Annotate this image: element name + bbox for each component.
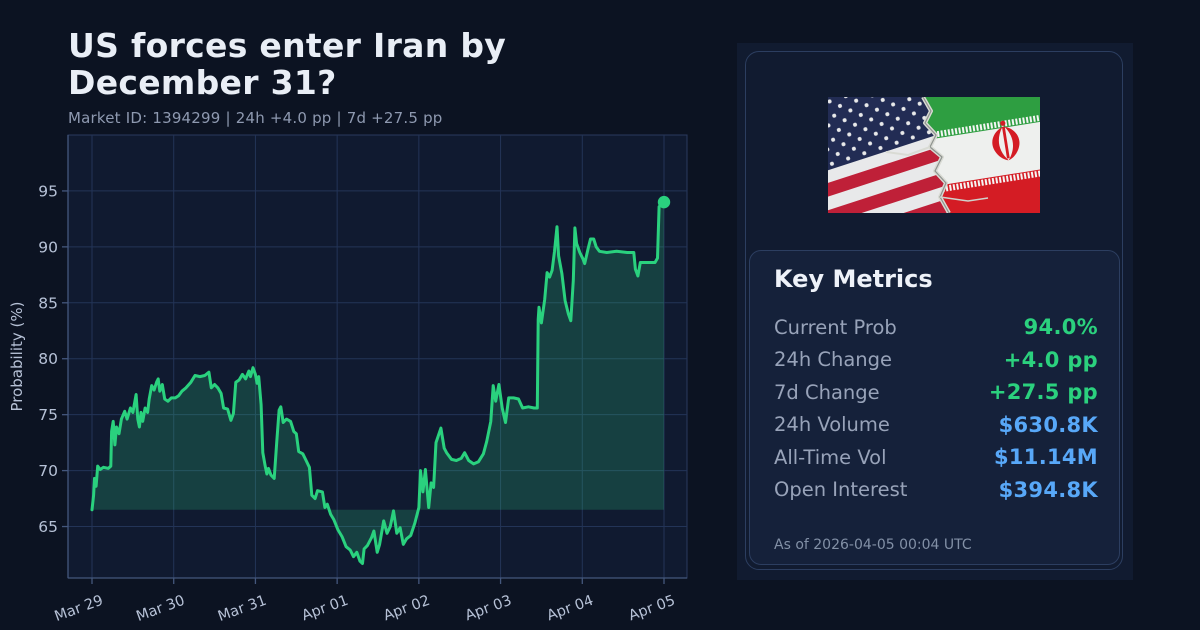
y-tick-label: 90	[38, 238, 58, 256]
metrics-rows: Current Prob 94.0% 24h Change +4.0 pp 7d Cha…	[774, 311, 1098, 506]
x-tick-label: Apr 01	[300, 593, 351, 625]
y-tick-label: 85	[38, 294, 58, 312]
probability-area-fill	[92, 202, 664, 564]
last-price-marker	[657, 195, 671, 209]
x-tick-label: Apr 03	[463, 593, 514, 625]
metric-row: Open Interest $394.8K	[774, 474, 1098, 507]
x-tick-label: Mar 31	[216, 593, 269, 625]
x-tick-label: Apr 04	[545, 593, 596, 625]
chart-plot-area	[67, 134, 688, 579]
metric-label: Current Prob	[774, 315, 897, 339]
key-metrics-card: Key Metrics Current Prob 94.0% 24h Change +…	[749, 250, 1120, 565]
us-iran-flags-image	[828, 97, 1040, 213]
y-axis-title: Probability (%)	[8, 301, 26, 411]
y-tick-label: 65	[38, 518, 58, 536]
x-tick-label: Mar 30	[134, 593, 187, 625]
metric-value: $11.14M	[993, 445, 1098, 470]
y-tick-label: 95	[38, 182, 58, 200]
crack-branch	[885, 146, 931, 157]
y-tick-label: 80	[38, 350, 58, 368]
x-tick-label: Mar 29	[53, 593, 106, 625]
metric-row: 24h Change +4.0 pp	[774, 344, 1098, 377]
iran-emblem	[992, 120, 1020, 161]
metric-label: All-Time Vol	[774, 445, 887, 469]
metric-label: Open Interest	[774, 478, 908, 502]
market-subtitle: Market ID: 1394299 | 24h +4.0 pp | 7d +2…	[68, 109, 443, 127]
x-tick-label: Apr 02	[382, 593, 433, 625]
as-of-timestamp: As of 2026-04-05 00:04 UTC	[774, 537, 972, 553]
probability-chart: 65 70 75 80 85 90 95 Mar 29 Mar 30 Mar 31 Apr 01 Ap…	[8, 134, 688, 625]
x-tick-label: Apr 05	[627, 593, 678, 625]
probability-line	[90, 200, 666, 565]
key-metrics-title: Key Metrics	[774, 265, 933, 293]
metric-row: Current Prob 94.0%	[774, 311, 1098, 344]
page-title: US forces enter Iran by December 31?	[68, 26, 507, 102]
y-tick-label: 70	[38, 462, 58, 480]
metric-label: 24h Volume	[774, 413, 890, 437]
metric-value: $630.8K	[998, 412, 1098, 437]
side-panel-border	[745, 51, 1123, 570]
y-tick-label: 75	[38, 406, 58, 424]
metric-label: 24h Change	[774, 348, 893, 372]
metric-row: 24h Volume $630.8K	[774, 409, 1098, 442]
metric-value: $394.8K	[998, 477, 1098, 502]
metric-value: +4.0 pp	[1003, 347, 1098, 372]
metric-row: 7d Change +27.5 pp	[774, 376, 1098, 409]
metric-label: 7d Change	[774, 380, 880, 404]
metric-row: All-Time Vol $11.14M	[774, 441, 1098, 474]
metric-value: +27.5 pp	[988, 380, 1098, 405]
metric-value: 94.0%	[1023, 315, 1098, 340]
us-flag	[828, 97, 949, 213]
crack-branch	[939, 196, 989, 202]
